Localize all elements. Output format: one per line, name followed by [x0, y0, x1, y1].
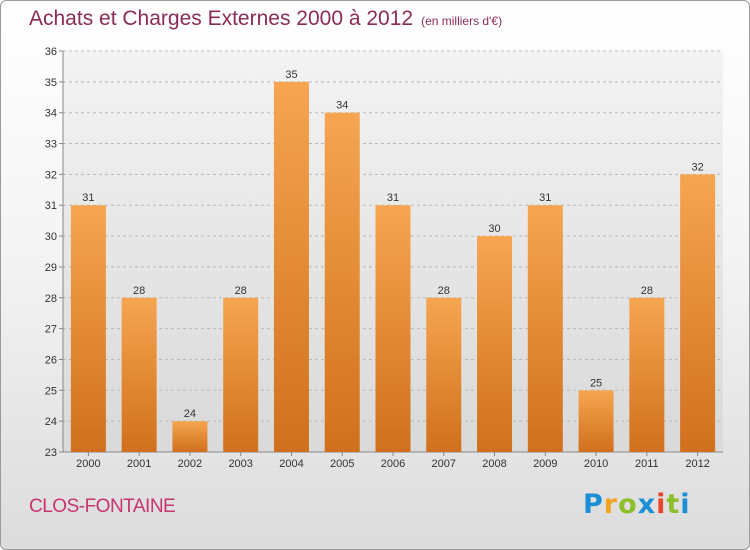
data-label: 30 — [488, 223, 500, 235]
commune-name: CLOS-FONTAINE — [29, 496, 176, 517]
y-tick-label: 29 — [45, 262, 57, 274]
y-tick-label: 23 — [45, 447, 57, 459]
bar — [273, 81, 309, 452]
y-tick-label: 25 — [45, 385, 57, 397]
y-tick-label: 28 — [45, 293, 57, 305]
proxiti-logo: Proxiti — [583, 489, 691, 520]
data-label: 28 — [641, 285, 653, 297]
y-tick-label: 35 — [45, 77, 57, 89]
x-tick-label: 2012 — [685, 458, 709, 470]
bar — [426, 297, 462, 452]
data-label: 28 — [133, 285, 145, 297]
logo-letter: o — [618, 489, 638, 520]
logo-letter: i — [656, 489, 667, 520]
logo-letter: t — [666, 489, 681, 520]
bar — [527, 205, 563, 452]
x-tick-label: 2009 — [533, 458, 557, 470]
logo-letter: x — [637, 489, 657, 520]
bar — [70, 205, 106, 452]
data-label: 28 — [235, 285, 247, 297]
data-label: 31 — [539, 192, 551, 204]
data-label: 28 — [438, 285, 450, 297]
bar — [578, 390, 614, 452]
y-tick-label: 31 — [45, 200, 57, 212]
y-tick-label: 26 — [45, 354, 57, 366]
bar — [223, 297, 259, 452]
chart-title: Achats et Charges Externes 2000 à 2012 (e… — [29, 7, 502, 31]
x-tick-label: 2006 — [381, 458, 405, 470]
x-tick-label: 2007 — [432, 458, 456, 470]
data-label: 24 — [184, 408, 196, 420]
data-label: 32 — [691, 161, 703, 173]
x-tick-label: 2000 — [76, 458, 100, 470]
logo-letter: P — [583, 489, 604, 520]
logo-letter: i — [680, 489, 691, 520]
y-tick-label: 30 — [45, 231, 57, 243]
x-tick-label: 2003 — [228, 458, 252, 470]
x-tick-label: 2005 — [330, 458, 354, 470]
y-tick-label: 36 — [45, 46, 57, 58]
data-label: 31 — [82, 192, 94, 204]
y-tick-label: 32 — [45, 169, 57, 181]
x-tick-label: 2004 — [279, 458, 303, 470]
y-tick-label: 34 — [45, 108, 57, 120]
bar — [375, 205, 411, 452]
x-tick-label: 2011 — [635, 458, 659, 470]
chart-subtitle: (en milliers d'€) — [421, 14, 503, 28]
y-tick-label: 27 — [45, 324, 57, 336]
data-label: 34 — [336, 100, 348, 112]
bar — [629, 297, 665, 452]
data-label: 31 — [387, 192, 399, 204]
bar — [680, 174, 716, 452]
bar — [324, 112, 360, 452]
bar — [477, 236, 513, 452]
bar — [172, 421, 208, 452]
y-tick-label: 33 — [45, 139, 57, 151]
logo-letter: r — [603, 489, 619, 520]
y-tick-label: 24 — [45, 416, 57, 428]
x-tick-label: 2001 — [127, 458, 151, 470]
data-label: 35 — [285, 69, 297, 81]
data-label: 25 — [590, 377, 602, 389]
x-tick-label: 2002 — [178, 458, 202, 470]
bar — [121, 297, 157, 452]
x-tick-label: 2008 — [482, 458, 506, 470]
x-tick-label: 2010 — [584, 458, 608, 470]
chart-title-text: Achats et Charges Externes 2000 à 2012 — [29, 7, 414, 30]
